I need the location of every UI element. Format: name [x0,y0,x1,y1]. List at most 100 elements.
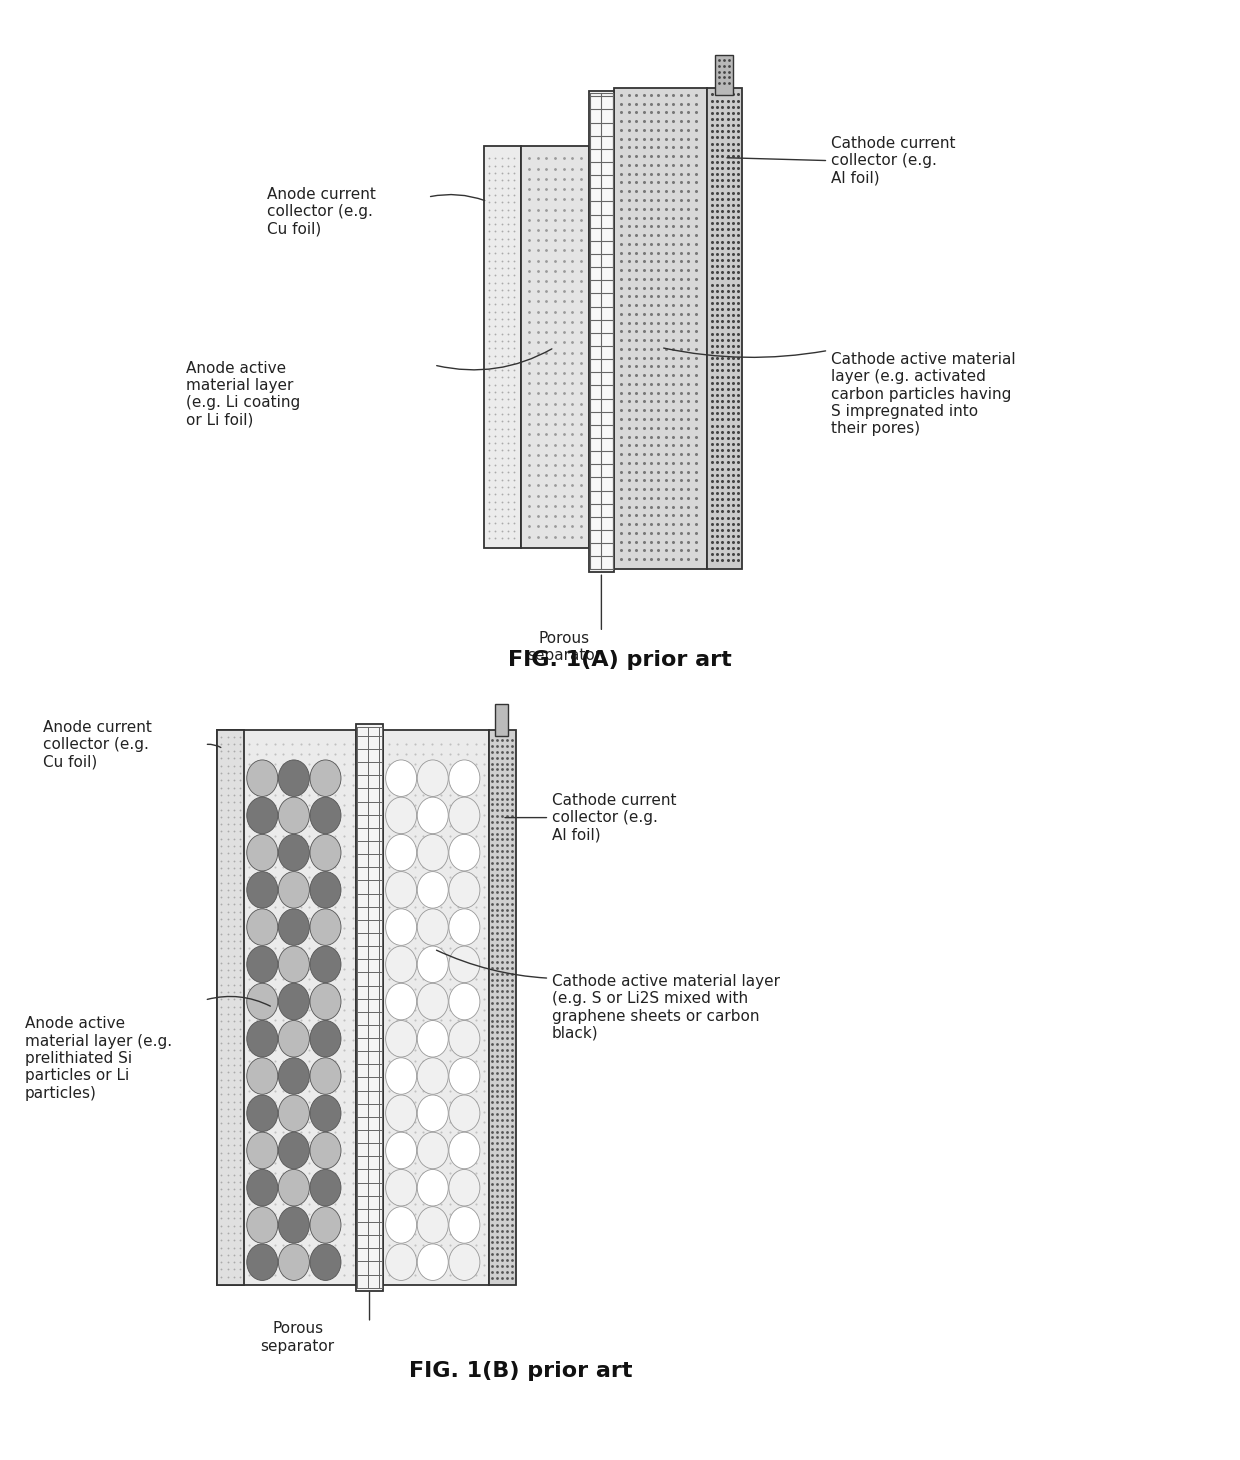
Circle shape [310,1021,341,1057]
Circle shape [247,1095,278,1132]
Circle shape [449,984,480,1019]
Circle shape [247,1057,278,1095]
Circle shape [278,797,310,834]
Circle shape [417,1133,449,1168]
Circle shape [417,872,449,908]
Circle shape [449,1206,480,1244]
Circle shape [310,1169,341,1206]
Circle shape [278,759,310,796]
Circle shape [310,872,341,908]
Circle shape [278,984,310,1019]
Text: Anode active
material layer (e.g.
prelithiated Si
particles or Li
particles): Anode active material layer (e.g. prelit… [25,1016,172,1101]
Circle shape [247,908,278,945]
Circle shape [449,1057,480,1095]
Text: Anode active
material layer
(e.g. Li coating
or Li foil): Anode active material layer (e.g. Li coa… [186,361,300,428]
Circle shape [247,946,278,983]
Bar [383,730,489,1285]
Circle shape [278,1206,310,1244]
Circle shape [386,1133,417,1168]
Text: Cathode current
collector (e.g.
Al foil): Cathode current collector (e.g. Al foil) [831,136,955,185]
Bar [217,730,244,1285]
Circle shape [247,872,278,908]
Circle shape [247,1021,278,1057]
Circle shape [386,872,417,908]
Circle shape [247,1169,278,1206]
Circle shape [417,1244,449,1280]
Circle shape [417,797,449,834]
Circle shape [386,1095,417,1132]
Bar [484,146,521,548]
Circle shape [386,1169,417,1206]
Bar [715,55,733,95]
Bar [495,704,508,736]
Circle shape [247,759,278,796]
Circle shape [386,834,417,870]
Circle shape [310,759,341,796]
Circle shape [247,1133,278,1168]
Text: Cathode active material
layer (e.g. activated
carbon particles having
S impregna: Cathode active material layer (e.g. acti… [831,352,1016,437]
Circle shape [310,1095,341,1132]
Text: FIG. 1(B) prior art: FIG. 1(B) prior art [409,1361,632,1381]
Text: Cathode active material layer
(e.g. S or Li2S mixed with
graphene sheets or carb: Cathode active material layer (e.g. S or… [552,974,780,1041]
Circle shape [449,1021,480,1057]
Circle shape [278,1057,310,1095]
Text: Anode current
collector (e.g.
Cu foil): Anode current collector (e.g. Cu foil) [267,187,376,237]
Circle shape [417,984,449,1019]
Circle shape [310,834,341,870]
Circle shape [449,946,480,983]
Circle shape [278,834,310,870]
Bar [489,730,516,1285]
Text: Cathode current
collector (e.g.
Al foil): Cathode current collector (e.g. Al foil) [552,793,676,842]
Circle shape [278,872,310,908]
Circle shape [310,946,341,983]
Bar [244,730,356,1285]
Circle shape [386,797,417,834]
Circle shape [278,1021,310,1057]
Circle shape [386,1244,417,1280]
Circle shape [386,1206,417,1244]
Bar [521,146,589,548]
Circle shape [386,1021,417,1057]
Circle shape [278,946,310,983]
Circle shape [449,1244,480,1280]
Circle shape [417,759,449,796]
Circle shape [278,1244,310,1280]
Bar [217,730,356,1285]
Circle shape [386,908,417,945]
Circle shape [417,908,449,945]
Circle shape [386,1057,417,1095]
Circle shape [449,908,480,945]
Circle shape [449,797,480,834]
Circle shape [310,797,341,834]
Circle shape [247,834,278,870]
Circle shape [247,797,278,834]
Text: FIG. 1(A) prior art: FIG. 1(A) prior art [508,650,732,670]
Circle shape [278,1133,310,1168]
Circle shape [417,946,449,983]
Circle shape [417,1206,449,1244]
Circle shape [417,1169,449,1206]
Circle shape [310,984,341,1019]
Text: Porous
separator: Porous separator [527,631,601,663]
Circle shape [278,1169,310,1206]
Circle shape [310,1206,341,1244]
Bar [614,88,707,569]
Circle shape [417,1095,449,1132]
Circle shape [310,908,341,945]
Circle shape [386,946,417,983]
Text: Porous
separator: Porous separator [260,1321,335,1353]
Circle shape [278,908,310,945]
Circle shape [247,1244,278,1280]
Circle shape [449,1095,480,1132]
Circle shape [449,834,480,870]
Circle shape [417,834,449,870]
Circle shape [386,759,417,796]
Bar [356,724,383,1291]
Circle shape [278,1095,310,1132]
Circle shape [247,984,278,1019]
Circle shape [449,872,480,908]
Circle shape [310,1244,341,1280]
Circle shape [417,1057,449,1095]
Text: Anode current
collector (e.g.
Cu foil): Anode current collector (e.g. Cu foil) [43,720,153,769]
Circle shape [310,1133,341,1168]
